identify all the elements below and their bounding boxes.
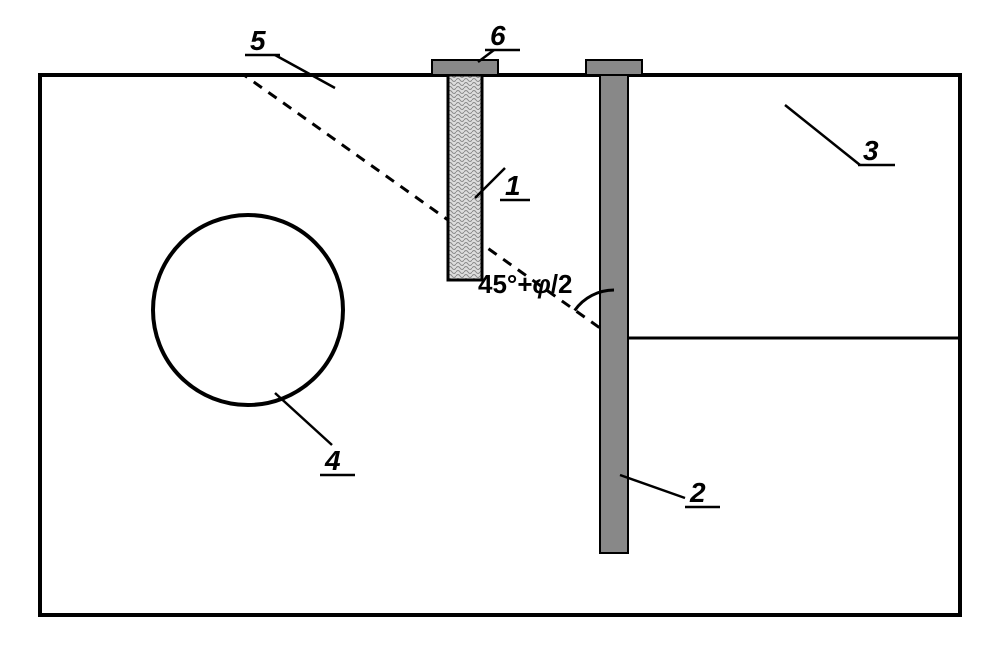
label-3: 3 [863,135,879,167]
leader-2 [620,475,685,498]
cap-pile2 [586,60,642,75]
leader-3 [785,105,860,165]
label-2: 2 [690,477,706,509]
label-6: 6 [490,20,506,52]
angle-label: 45°+φ/2 [478,269,573,300]
cap-6 [432,60,498,75]
pile-2 [600,75,628,553]
leader-5 [275,55,335,88]
label-5: 5 [250,25,266,57]
label-1: 1 [505,170,521,202]
engineering-diagram: 1 2 3 4 5 6 45°+φ/2 [0,0,1000,661]
diagram-svg [0,0,1000,661]
label-4: 4 [325,445,341,477]
tunnel-circle [153,215,343,405]
pile-1 [448,75,482,280]
outer-border [40,75,960,615]
leader-4 [275,393,332,445]
